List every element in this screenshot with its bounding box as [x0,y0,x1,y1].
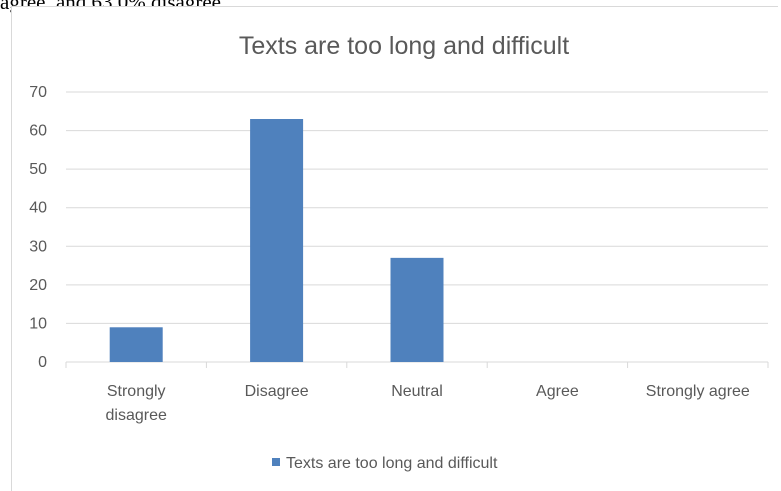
y-tick-label: 0 [38,354,47,371]
legend: Texts are too long and difficult [272,455,498,472]
chart-frame [11,6,778,491]
y-tick-label: 70 [29,84,47,101]
y-axis-ticks: 0 10 20 30 40 50 60 70 [29,84,47,371]
x-tick-label: Strongly disagree [106,383,167,424]
chart-title: Texts are too long and difficult [239,32,569,60]
legend-swatch [272,458,280,466]
x-tick-label: Disagree [245,383,309,400]
x-tick-label: Strongly agree [646,383,750,400]
y-tick-label: 60 [29,123,47,140]
bar [109,327,163,362]
x-tick-label: Agree [536,383,579,400]
bar [250,119,304,362]
y-tick-label: 10 [29,315,47,332]
legend-label: Texts are too long and difficult [286,455,498,472]
x-tick-label: Neutral [391,383,443,400]
bar [390,257,444,362]
x-axis-ticks: Strongly disagree Disagree Neutral Agree Stro… [106,383,750,424]
gridlines [65,91,769,368]
y-tick-label: 30 [29,238,47,255]
y-tick-label: 20 [29,277,47,294]
y-tick-label: 50 [29,161,47,178]
bars [109,119,444,362]
y-tick-label: 40 [29,200,47,217]
